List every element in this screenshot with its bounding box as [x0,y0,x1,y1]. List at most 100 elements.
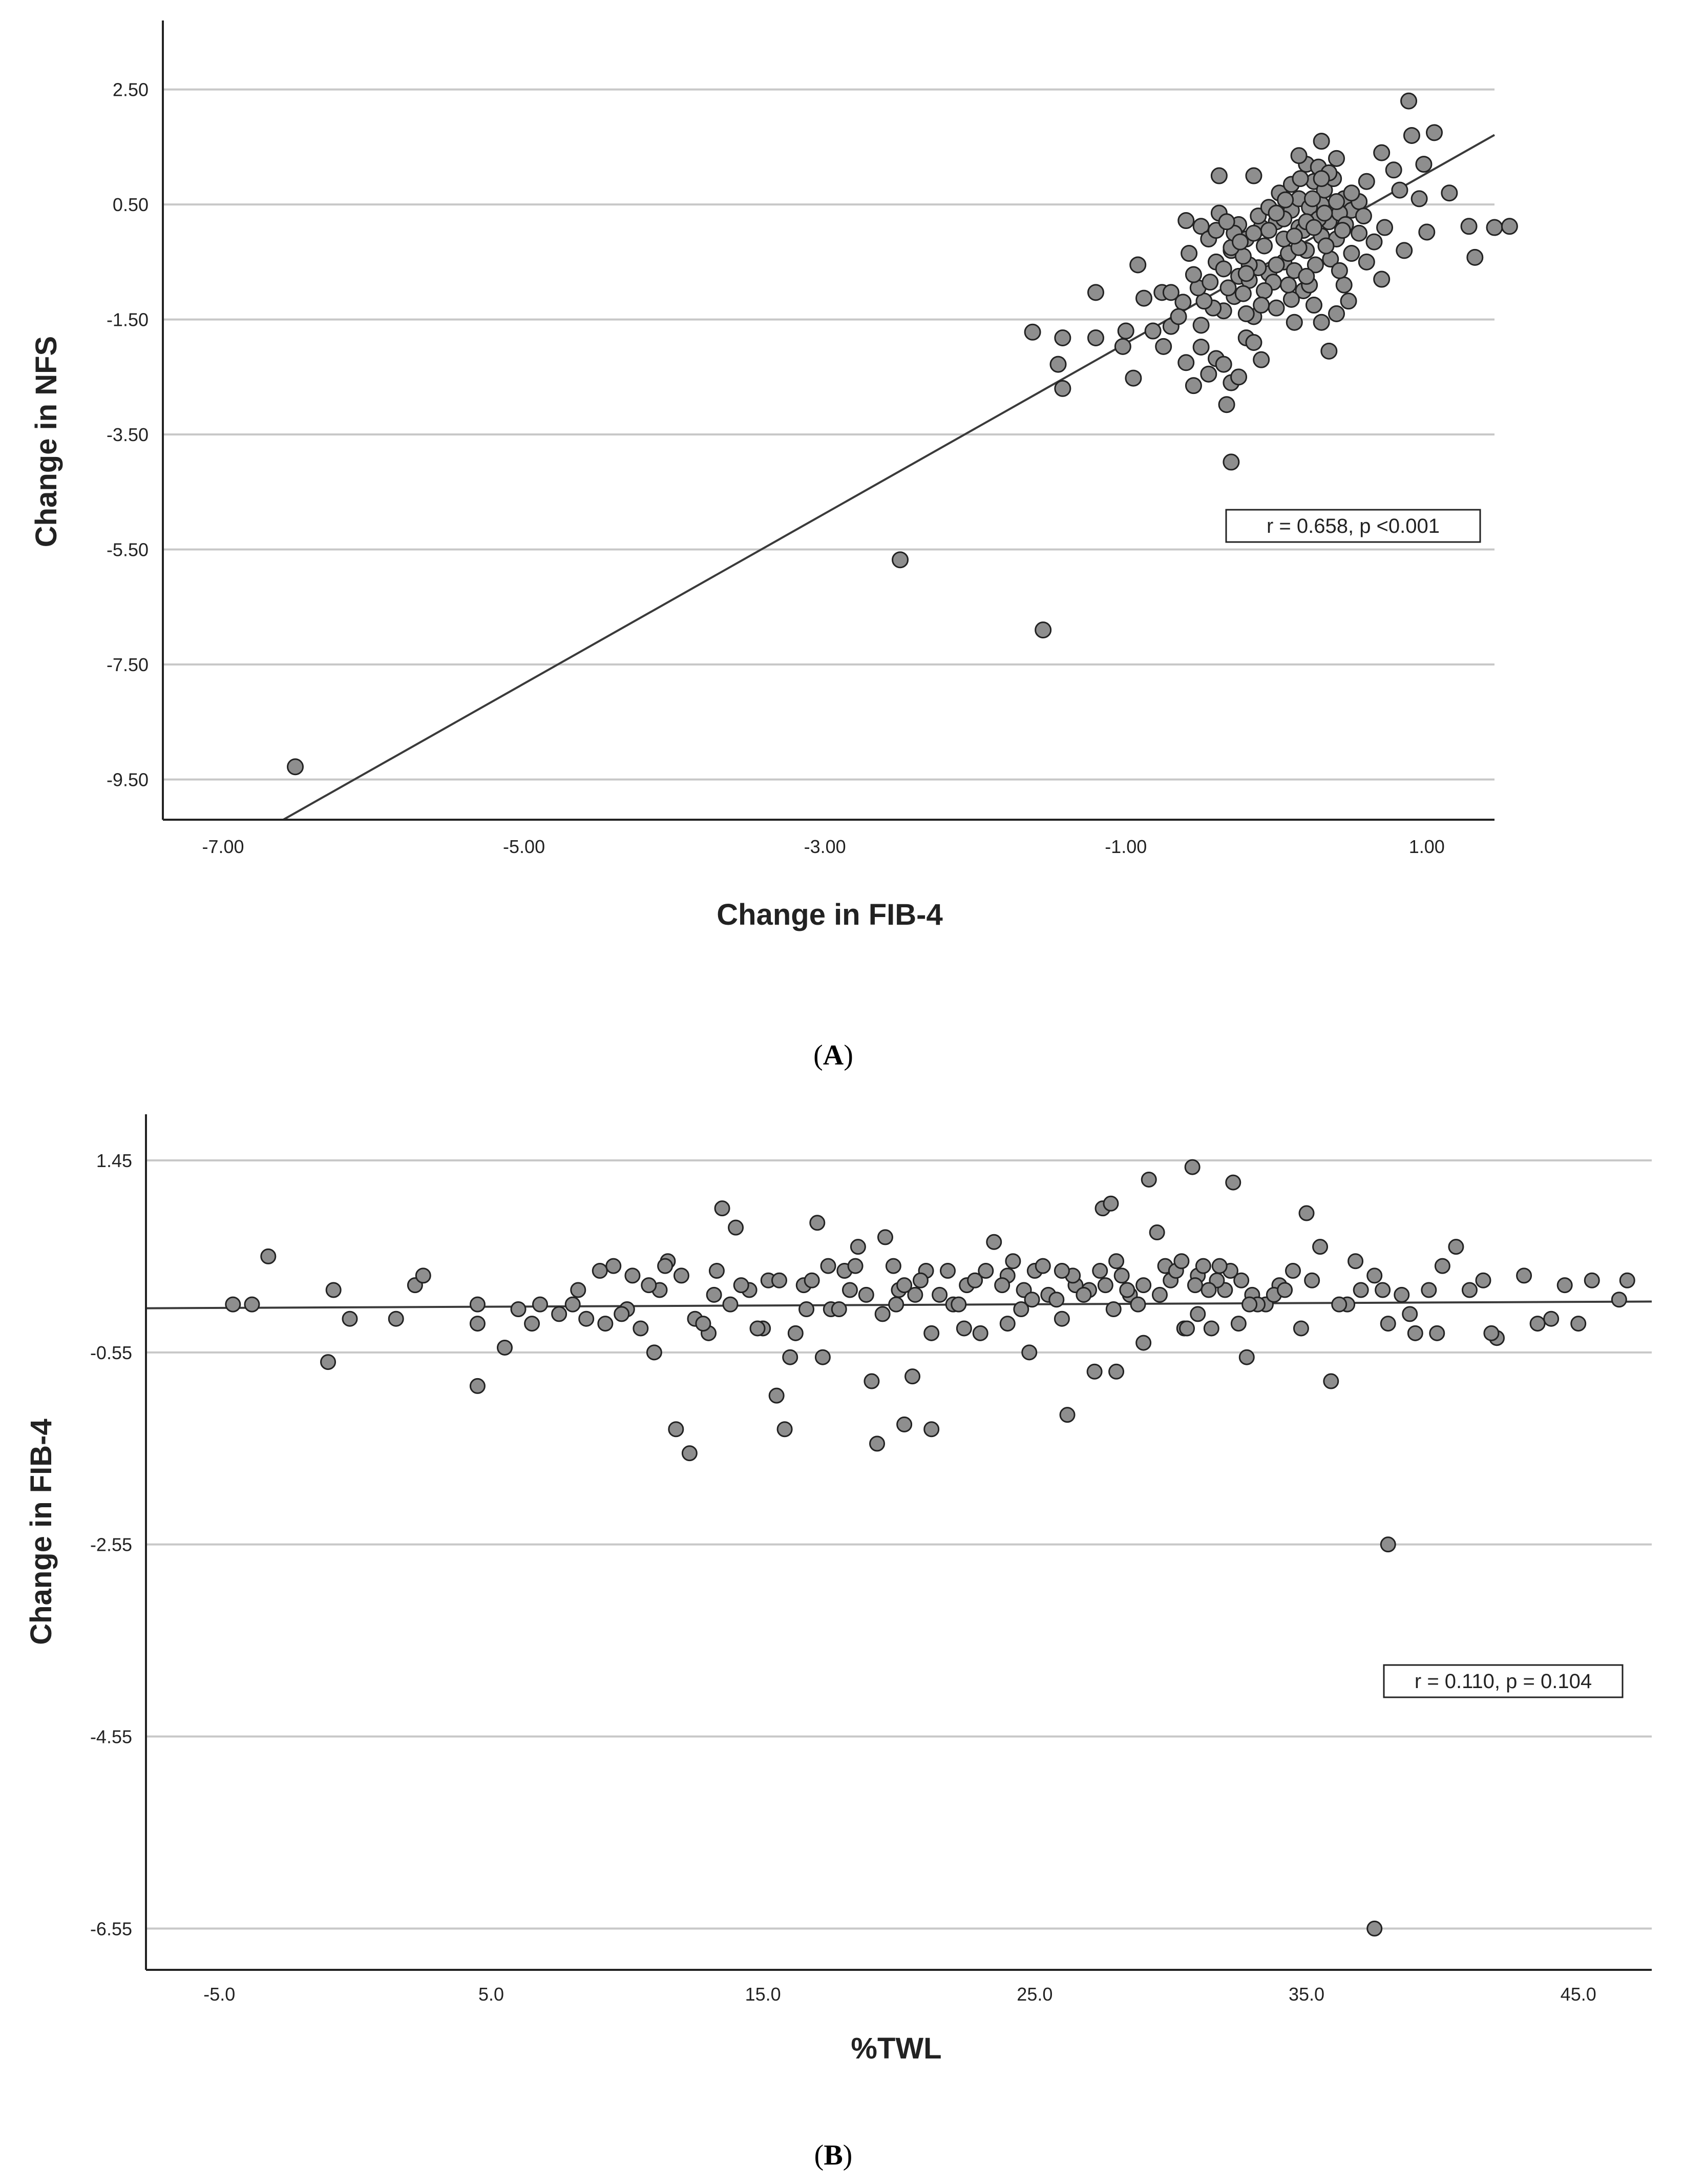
chart-b-data-point [850,1239,866,1255]
chart-a-data-point [1280,276,1297,294]
chart-b-data-point [415,1267,431,1284]
chart-a-data-point [1282,290,1300,308]
chart-a-data-point [1177,212,1195,230]
chart-b-data-point [885,1258,901,1274]
chart-a-data-point [1425,124,1443,141]
chart-b-data-point [633,1320,649,1337]
chart-b-data-point [1285,1263,1301,1279]
chart-b-data-point [814,1349,831,1365]
chart-b-data-point [733,1277,749,1294]
chart-b-data-point [986,1234,1002,1250]
chart-a-data-point [1292,170,1309,188]
chart-a-data-point [1486,219,1503,236]
chart-b-data-point [325,1282,342,1298]
chart-b-data-point [728,1219,744,1236]
chart-a-data-point [1245,334,1262,351]
chart-a-data-point [1391,181,1408,199]
chart-b-data-point [388,1311,404,1327]
chart-b-data-point [722,1296,739,1313]
chart-b-data-point [1141,1171,1157,1188]
chart-a-data-point [1232,233,1249,251]
chart-b-data-point [787,1325,804,1341]
chart-a-data-point [1215,260,1232,278]
chart-b-data-point [904,1368,921,1385]
chart-b-data-point [1021,1344,1038,1361]
chart-b-data-point [260,1248,277,1264]
chart-b-data-point [1556,1277,1573,1294]
chart-a-data-point [1304,190,1321,207]
chart-b-data-point [244,1296,260,1313]
chart-b-data-point [1135,1335,1152,1351]
chart-b-data-point [1293,1320,1309,1337]
chart-b-data-point [570,1282,586,1298]
chart-b-data-point [706,1286,722,1303]
chart-b-data-point [1312,1239,1329,1255]
chart-b-data-point [1225,1174,1241,1191]
chart-b-data-point [1097,1277,1113,1294]
chart-b-data-point [597,1316,614,1332]
chart-b-data-point [972,1325,988,1341]
chart-a-data-point [1219,279,1237,297]
chart-b-y-tick-label: -0.55 [90,1342,132,1363]
chart-a-data-point [1162,284,1180,301]
chart-a-y-tick-label: -9.50 [107,769,149,790]
chart-a-data-point [1320,342,1338,360]
chart-b-data-point [1054,1263,1070,1279]
chart-b-data-point [1277,1282,1293,1298]
chart-b-data-point [1048,1292,1065,1308]
chart-a-data-point [1230,368,1248,386]
chart-b-data-point [1375,1282,1391,1298]
chart-b-annotation: r = 0.110, p = 0.104 [1383,1664,1624,1698]
chart-b-data-point [1151,1286,1168,1303]
chart-a-data-point [1313,314,1330,331]
chart-b-data-point [646,1344,662,1361]
chart-a-data-point [1365,233,1383,251]
chart-b-data-point [624,1267,641,1284]
chart-b-data-point [1230,1316,1247,1332]
chart-a-data-point [1305,297,1322,314]
chart-b-data-point [1184,1159,1201,1175]
chart-a-data-point [1181,245,1198,262]
chart-a-data-point [1268,204,1285,222]
chart-a-data-point [1117,322,1134,340]
chart-b-data-point [1173,1253,1190,1270]
chart-a-data-point [1237,305,1255,322]
chart-b-data-point [798,1301,815,1317]
chart-a-panel-label: (A) [813,1039,853,1071]
chart-b-x-axis-title: %TWL [851,2032,941,2065]
chart-a-data-point [1334,222,1351,239]
chart-b-x-tick-label: 45.0 [1561,1984,1596,2005]
chart-a-data-point [287,758,304,776]
chart-b-data-point [1005,1253,1021,1270]
chart-a-data-point [1054,380,1071,397]
chart-a-data-point [1174,294,1192,311]
chart-b-data-point [1353,1282,1369,1298]
chart-b-panel-letter: B [824,2139,843,2171]
chart-a-data-point [1245,167,1262,184]
chart-b-data-point [1434,1258,1450,1274]
chart-a-data-point [1340,293,1357,310]
chart-b-annotation-text: r = 0.110, p = 0.104 [1415,1670,1592,1693]
chart-a-x-tick-label: -1.00 [1105,836,1147,857]
chart-b-data-point [1516,1267,1532,1284]
chart-a: -7.00 -5.00 -3.00 -1.00 1.00 2.50 0.50 -1.50 -3… [30,20,1518,1071]
chart-a-data-point [1192,338,1210,356]
chart-b-data-point [967,1272,983,1288]
chart-a-data-point [1376,219,1394,236]
chart-b-data-point [641,1277,657,1294]
chart-b-data-point [592,1263,608,1279]
chart-a-x-tick-labels: -7.00 -5.00 -3.00 -1.00 1.00 [202,836,1444,857]
chart-b-data-point [320,1354,336,1370]
chart-a-data-point [1396,242,1413,259]
chart-a-y-tick-label: 2.50 [113,79,149,100]
chart-a-data-point [1313,133,1330,150]
chart-b-data-point [1195,1258,1211,1274]
chart-a-data-point [1215,356,1232,373]
chart-a-data-point [1460,218,1478,235]
chart-b-data-point [1366,1267,1383,1284]
chart-a-data-point [1256,282,1273,299]
chart-b-data-point [1331,1296,1348,1313]
chart-a-data-point [1144,322,1162,340]
chart-a-x-tick-label: 1.00 [1409,836,1445,857]
